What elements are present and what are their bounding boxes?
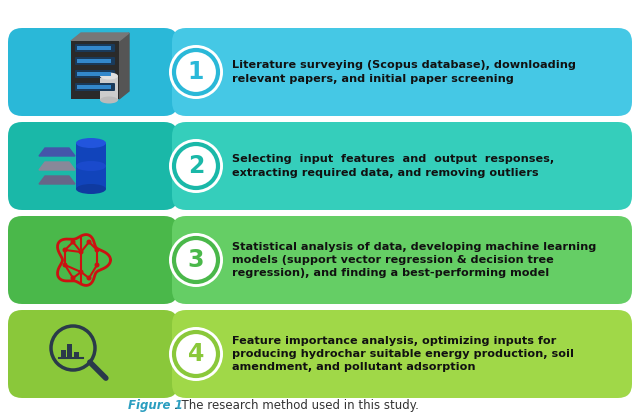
FancyBboxPatch shape [172, 310, 632, 398]
Circle shape [70, 239, 76, 244]
FancyBboxPatch shape [100, 76, 118, 100]
Ellipse shape [100, 96, 118, 103]
Circle shape [174, 144, 218, 188]
Text: extracting required data, and removing outliers: extracting required data, and removing o… [232, 168, 539, 178]
FancyBboxPatch shape [172, 122, 632, 210]
Circle shape [169, 233, 223, 287]
FancyBboxPatch shape [77, 46, 111, 50]
FancyBboxPatch shape [67, 344, 72, 358]
Text: regression), and finding a best-performing model: regression), and finding a best-performi… [232, 269, 549, 279]
Circle shape [95, 248, 99, 253]
FancyBboxPatch shape [61, 350, 65, 358]
Ellipse shape [76, 161, 106, 171]
FancyBboxPatch shape [8, 28, 178, 116]
Circle shape [63, 262, 67, 267]
Text: models (support vector regression & decision tree: models (support vector regression & deci… [232, 255, 554, 265]
Text: Feature importance analysis, optimizing inputs for: Feature importance analysis, optimizing … [232, 336, 556, 346]
Circle shape [70, 276, 76, 281]
Polygon shape [39, 162, 75, 170]
Text: Figure 1: Figure 1 [128, 399, 183, 412]
Text: relevant papers, and initial paper screening: relevant papers, and initial paper scree… [232, 74, 514, 84]
Ellipse shape [76, 138, 106, 148]
Text: 2: 2 [188, 154, 204, 178]
FancyBboxPatch shape [75, 57, 115, 65]
Circle shape [63, 248, 67, 253]
Circle shape [86, 239, 92, 244]
Text: Selecting  input  features  and  output  responses,: Selecting input features and output resp… [232, 154, 554, 164]
Circle shape [79, 249, 83, 254]
FancyBboxPatch shape [77, 85, 111, 89]
FancyBboxPatch shape [8, 216, 178, 304]
Circle shape [174, 238, 218, 282]
Circle shape [86, 276, 92, 281]
Ellipse shape [76, 184, 106, 194]
FancyBboxPatch shape [172, 216, 632, 304]
Polygon shape [39, 176, 75, 184]
Polygon shape [39, 148, 75, 156]
FancyBboxPatch shape [8, 122, 178, 210]
Polygon shape [119, 33, 129, 99]
Text: Statistical analysis of data, developing machine learning: Statistical analysis of data, developing… [232, 241, 596, 251]
Text: producing hydrochar suitable energy production, soil: producing hydrochar suitable energy prod… [232, 349, 574, 359]
Text: 4: 4 [188, 342, 204, 366]
Polygon shape [71, 33, 129, 41]
Circle shape [174, 332, 218, 376]
FancyBboxPatch shape [172, 28, 632, 116]
Text: amendment, and pollutant adsorption: amendment, and pollutant adsorption [232, 362, 476, 372]
FancyBboxPatch shape [75, 70, 115, 78]
FancyBboxPatch shape [8, 310, 178, 398]
FancyBboxPatch shape [77, 59, 111, 63]
FancyBboxPatch shape [75, 83, 115, 91]
Circle shape [169, 139, 223, 193]
Text: Literature surveying (Scopus database), downloading: Literature surveying (Scopus database), … [232, 60, 576, 70]
Text: . The research method used in this study.: . The research method used in this study… [174, 399, 419, 412]
FancyBboxPatch shape [71, 41, 119, 99]
Circle shape [169, 45, 223, 99]
FancyBboxPatch shape [77, 72, 111, 76]
FancyBboxPatch shape [76, 143, 106, 189]
FancyBboxPatch shape [75, 44, 115, 52]
Circle shape [174, 50, 218, 94]
FancyBboxPatch shape [74, 352, 79, 358]
Circle shape [169, 327, 223, 381]
Text: 3: 3 [188, 248, 204, 272]
Ellipse shape [100, 73, 118, 80]
Circle shape [95, 262, 99, 267]
Circle shape [79, 269, 83, 274]
Text: 1: 1 [188, 60, 204, 84]
